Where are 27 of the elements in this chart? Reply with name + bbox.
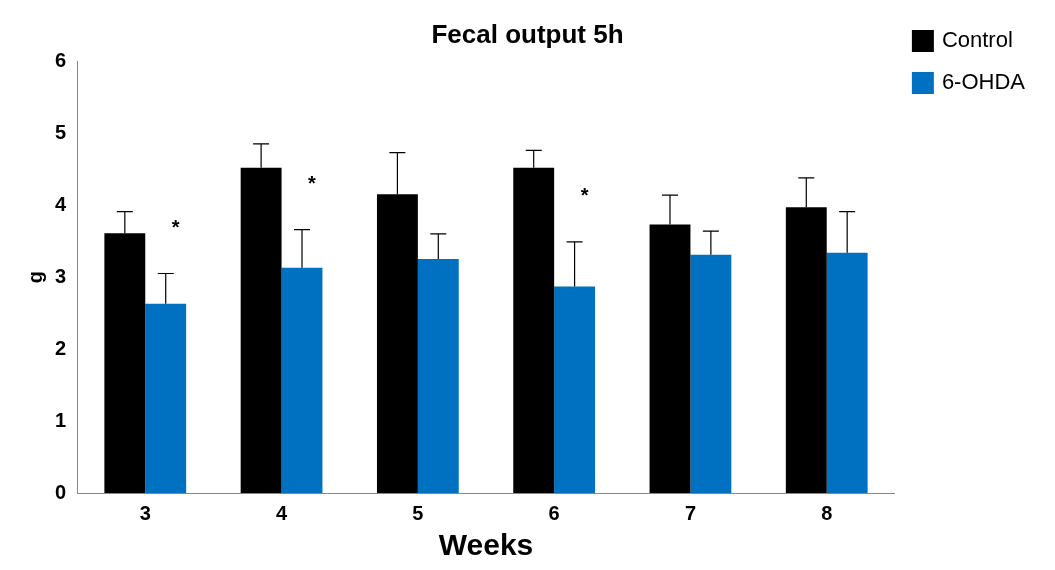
- y-tick-label: 3: [55, 264, 67, 287]
- x-axis-title: Weeks: [438, 528, 534, 562]
- bar: [690, 254, 732, 493]
- y-tick-label: 2: [55, 336, 67, 359]
- bar: [417, 259, 459, 493]
- x-tick-label: 8: [821, 501, 833, 524]
- annotation: *: [171, 216, 180, 239]
- x-tick-label: 7: [684, 501, 696, 524]
- annotation: *: [308, 172, 317, 195]
- bar: [826, 252, 868, 493]
- y-axis-title: g: [23, 270, 46, 284]
- x-tick-label: 5: [412, 501, 424, 524]
- legend-label: 6-OHDA: [941, 69, 1026, 95]
- y-tick-label: 0: [55, 480, 67, 503]
- y-tick-label: 1: [55, 408, 67, 431]
- chart-title: Fecal output 5h: [431, 18, 624, 49]
- bar: [554, 286, 596, 493]
- bar: [145, 303, 187, 493]
- y-tick-label: 5: [55, 120, 67, 143]
- x-tick-label: 3: [139, 501, 151, 524]
- legend-label: Control: [941, 27, 1013, 53]
- bar: [281, 267, 323, 493]
- x-tick-label: 6: [548, 501, 560, 524]
- y-tick-label: 4: [55, 192, 67, 215]
- y-tick-label: 6: [55, 48, 67, 71]
- annotation: *: [580, 184, 589, 207]
- x-tick-label: 4: [276, 501, 288, 524]
